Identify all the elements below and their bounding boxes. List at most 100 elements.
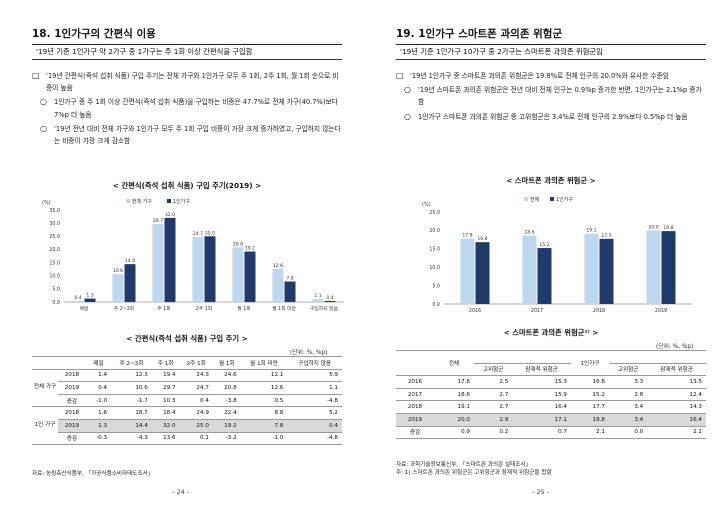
data-label: 12.6 — [273, 263, 283, 269]
bullet-item: ○ 1인가구 중 주 1회 이상 간편식(즉석 섭취 식품)을 구입하는 비중은 … — [40, 97, 338, 119]
bar — [244, 251, 256, 302]
y-tick-label: 30.0 — [49, 221, 60, 227]
row-group-label: 1인 가구 — [32, 406, 58, 446]
chart-title: < 간편식(즉석 섭취 식품) 구입 주기(2019) > — [112, 181, 262, 190]
data-label: 10.6 — [113, 268, 123, 274]
data-label: 0.4 — [74, 295, 81, 301]
data-label: 15.2 — [539, 242, 549, 248]
col-header: 매일 — [86, 356, 112, 370]
legend-swatch — [550, 197, 554, 201]
x-tick-label: 2주 1회 — [196, 305, 212, 312]
bar — [192, 237, 204, 302]
bar — [460, 238, 475, 304]
bar-chart-smartphone-overdependence: (%) 0.0 5.0 10.0 15.0 20.0 25.0 전체 1인가구 17.8 16.8 2… — [422, 196, 692, 314]
y-tick-label: 15.0 — [429, 247, 440, 253]
y-tick-label: 25.0 — [49, 234, 60, 240]
data-label: 19.2 — [245, 246, 255, 252]
bullet-list: □ '19년 1인가구 중 스마트폰 과의존 위험군은 19.8%로 전체 인구의… — [396, 70, 706, 125]
data-label: 16.8 — [477, 236, 487, 242]
legend-label: 1인가구 — [556, 196, 573, 203]
x-tick-label: 월 1회 — [237, 305, 250, 312]
source-note: 자료: 과학기술정보통신부, 「스마트폰 과의존 실태조사」 — [396, 462, 532, 468]
data-label: 25.0 — [205, 230, 215, 236]
table-row: 2017 18.6 2.7 15.9 15.2 2.8 12.4 — [396, 387, 706, 402]
col-header: 주 1회 — [151, 356, 180, 370]
bar — [272, 268, 284, 302]
x-tick-label: 2017 — [531, 308, 543, 314]
legend-label: 전체 가구 — [132, 198, 152, 205]
bar — [646, 230, 661, 304]
table-row: 2016 17.8 2.5 15.3 16.8 3.3 13.5 — [396, 375, 706, 389]
legend-swatch — [167, 199, 171, 203]
x-tick-label: 2019 — [655, 308, 667, 314]
bar — [584, 233, 599, 304]
table-row: 1인 가구 2018 1.6 18.7 18.4 24.9 22.4 8.8 5… — [32, 406, 342, 446]
col-header: 잠재적 위험군 — [647, 362, 706, 377]
bar — [661, 231, 676, 304]
y-tick-label: 0.0 — [52, 300, 60, 306]
table-row: 2019 1.3 14.4 32.0 25.0 19.2 7.8 0.4 — [32, 418, 342, 433]
bullet-item: □ '19년 간편식(즉석 섭취 식품) 구입 주기는 전체 가구와 1인가구 모… — [32, 71, 339, 93]
table-title: < 간편식(즉석 섭취 식품) 구입 주기 > — [126, 334, 248, 343]
section-summary: '19년 기준 1인가구 약 2가구 중 1가구는 주 1회 이상 간편식을 구… — [32, 46, 342, 60]
y-tick-label: 35.0 — [49, 208, 60, 214]
x-tick-label: 구입하지 않음 — [310, 305, 339, 312]
convenience-food-table: 매일 주 2~3회 주 1회 2주 1회 월 1회 월 1회 미만 구입하지 않… — [32, 356, 342, 446]
col-header: 전체 — [434, 349, 474, 377]
legend-swatch — [126, 199, 130, 203]
table-row: 2018 19.1 2.7 16.4 17.7 3.4 14.3 — [396, 400, 706, 414]
table-row: 2019 0.4 10.6 29.7 24.7 20.8 12.6 1.1 — [32, 381, 342, 395]
table-unit: (단위: %, %p) — [656, 344, 694, 350]
y-tick-label: 5.0 — [432, 283, 440, 289]
y-tick-label: 5.0 — [52, 287, 60, 293]
col-header: 주 2~3회 — [111, 356, 152, 370]
data-label: 1.3 — [86, 293, 93, 299]
page-right: 19. 1인가구 스마트폰 과의존 위험군 '19년 기준 1인가구 10가구 … — [360, 0, 720, 508]
data-label: 24.7 — [193, 231, 203, 237]
bar-chart-convenience-food: (%) 0.0 5.0 10.0 15.0 20.0 25.0 30.0 35.0 전체 가구 1인… — [42, 198, 344, 312]
legend-label: 1인가구 — [173, 198, 190, 205]
legend-label: 전체 — [530, 196, 540, 203]
x-tick-label: 주 2~3회 — [114, 305, 134, 312]
table-row: 2019 20.0 2.9 17.1 19.8 3.4 16.4 — [396, 412, 706, 427]
bar — [312, 299, 324, 302]
x-tick-label: 월 1회 미만 — [272, 305, 296, 312]
bar — [599, 238, 614, 304]
y-axis-unit: (%) — [42, 200, 51, 206]
chart-title: < 스마트폰 과의존 위험군 > — [506, 176, 596, 185]
data-label: 19.8 — [663, 225, 673, 231]
data-label: 32.0 — [165, 212, 175, 218]
table-header-row: 고위험군 잠재적 위험군 고위험군 잠재적 위험군 — [396, 362, 706, 377]
table-row: 증감 0.9 0.2 0.7 2.1 0.0 2.1 — [396, 425, 706, 440]
y-axis-unit: (%) — [422, 202, 431, 208]
col-header: 구입하지 않음 — [287, 356, 342, 370]
col-header: 1인가구 — [570, 349, 609, 377]
data-label: 19.1 — [586, 228, 596, 234]
table-header-row: 전체 1인가구 — [396, 349, 706, 377]
bar — [522, 235, 537, 304]
data-label: 17.7 — [601, 233, 611, 239]
data-label: 29.7 — [153, 218, 163, 224]
data-label: 20.8 — [233, 241, 243, 247]
col-header: 고위험군 — [608, 362, 648, 377]
bar — [84, 298, 96, 302]
data-label: 17.8 — [462, 232, 472, 238]
col-header: 2주 1회 — [179, 356, 213, 370]
x-tick-label: 매일 — [80, 305, 89, 312]
legend-swatch — [524, 197, 528, 201]
table-row: 증감 -0.3 -4.3 13.6 0.1 -3.2 -1.0 -4.8 — [32, 431, 342, 446]
smartphone-overdependence-table: 전체 1인가구 고위험군 잠재적 위험군 고위험군 잠재적 위험군 2016 1… — [396, 349, 706, 440]
col-header: 월 1회 미만 — [240, 356, 288, 370]
section-title: 19. 1인가구 스마트폰 과의존 위험군 — [396, 26, 706, 45]
y-tick-label: 15.0 — [49, 260, 60, 266]
source-note: 자료: 농림축산식품부, 「가공식품소비자태도조사」 — [32, 471, 154, 477]
x-tick-label: 2018 — [593, 308, 605, 314]
bar — [164, 217, 176, 302]
page-number: - 25 - — [532, 488, 550, 496]
bullet-item: ○ 1인가구 스마트폰 과의존 위험군 중 고위험군은 3.4%로 전체 인구의 … — [404, 111, 688, 121]
x-tick-label: 주 1회 — [157, 305, 170, 312]
table-row: 전체 가구 2018 1.4 12.3 19.4 24.3 24.6 12.1 … — [32, 368, 342, 408]
bar — [204, 236, 216, 302]
bar — [284, 281, 296, 302]
bar — [475, 242, 490, 304]
